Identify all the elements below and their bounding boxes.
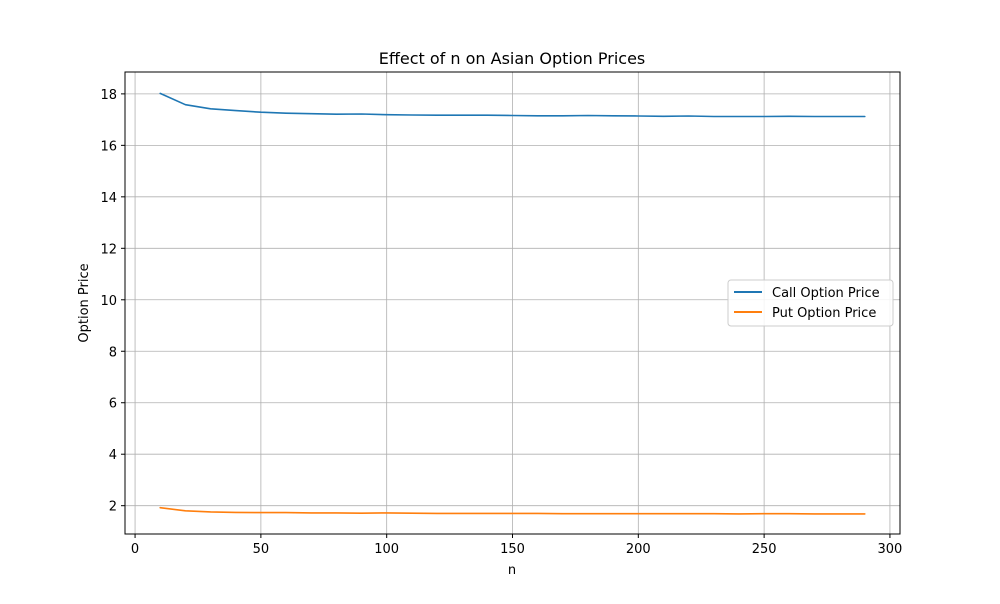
y-tick-label: 18 bbox=[100, 88, 117, 103]
x-tick-label: 200 bbox=[626, 542, 651, 557]
x-axis-ticks: 0 50 100 150 200 250 300 bbox=[131, 534, 902, 557]
series-layer bbox=[159, 92, 866, 515]
put-option-price-line bbox=[159, 506, 866, 515]
chart-title: Effect of n on Asian Option Prices bbox=[379, 49, 646, 68]
x-tick-label: 250 bbox=[752, 542, 777, 557]
y-tick-label: 10 bbox=[100, 294, 117, 309]
y-tick-label: 14 bbox=[100, 191, 117, 206]
y-tick-label: 16 bbox=[100, 139, 117, 154]
y-tick-label: 8 bbox=[109, 345, 117, 360]
legend-label-call: Call Option Price bbox=[772, 286, 880, 301]
x-axis-label: n bbox=[508, 563, 516, 578]
x-tick-label: 100 bbox=[374, 542, 399, 557]
y-axis-label: Option Price bbox=[77, 263, 92, 342]
legend: Call Option Price Put Option Price bbox=[727, 279, 894, 327]
x-tick-label: 300 bbox=[878, 542, 903, 557]
x-tick-label: 150 bbox=[500, 542, 525, 557]
y-axis-ticks: 2 4 6 8 10 12 14 16 18 bbox=[100, 88, 125, 515]
y-tick-label: 6 bbox=[109, 397, 117, 412]
x-tick-label: 50 bbox=[253, 542, 270, 557]
y-tick-label: 12 bbox=[100, 242, 117, 257]
y-tick-label: 2 bbox=[109, 500, 117, 515]
legend-box bbox=[727, 279, 894, 327]
y-tick-label: 4 bbox=[109, 448, 117, 463]
x-tick-label: 0 bbox=[131, 542, 139, 557]
call-option-price-line bbox=[159, 92, 866, 118]
legend-label-put: Put Option Price bbox=[772, 306, 876, 321]
